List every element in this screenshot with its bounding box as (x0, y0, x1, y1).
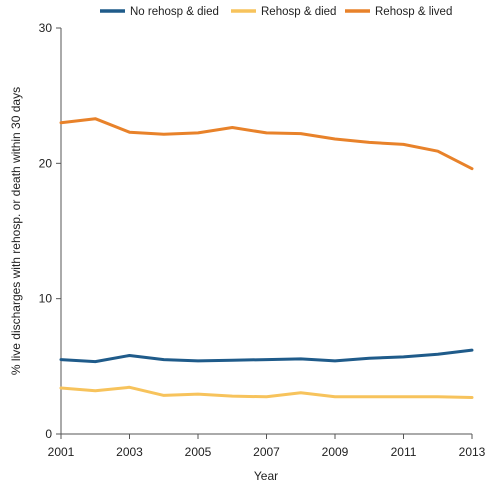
y-tick-label: 30 (39, 21, 53, 35)
x-tick-label: 2003 (116, 445, 143, 459)
axes: 0 10 20 30 2001 2003 2005 2007 2009 2011 2013 (39, 21, 486, 459)
x-tick-label: 2009 (322, 445, 349, 459)
legend-label-1: No rehosp & died (130, 6, 219, 18)
series-lines (59, 117, 474, 399)
series-line-1 (59, 348, 474, 364)
series-line-2 (59, 385, 474, 399)
x-axis-title: Year (254, 469, 278, 483)
x-tick-label: 2011 (391, 445, 417, 459)
series-line-3 (59, 117, 474, 171)
y-tick-label: 10 (39, 292, 53, 306)
legend-label-2: Rehosp & died (261, 6, 336, 18)
x-tick-label: 2013 (459, 445, 486, 459)
legend-label-3: Rehosp & lived (375, 6, 452, 18)
x-tick-label: 2001 (48, 445, 75, 459)
y-tick-label: 20 (39, 156, 53, 170)
y-axis-title: % live discharges with rehosp. or death … (9, 87, 23, 375)
legend: No rehosp & died Rehosp & died Rehosp & li… (100, 6, 452, 18)
x-tick-label: 2007 (253, 445, 280, 459)
y-tick-label: 0 (45, 427, 52, 441)
x-tick-label: 2005 (185, 445, 212, 459)
